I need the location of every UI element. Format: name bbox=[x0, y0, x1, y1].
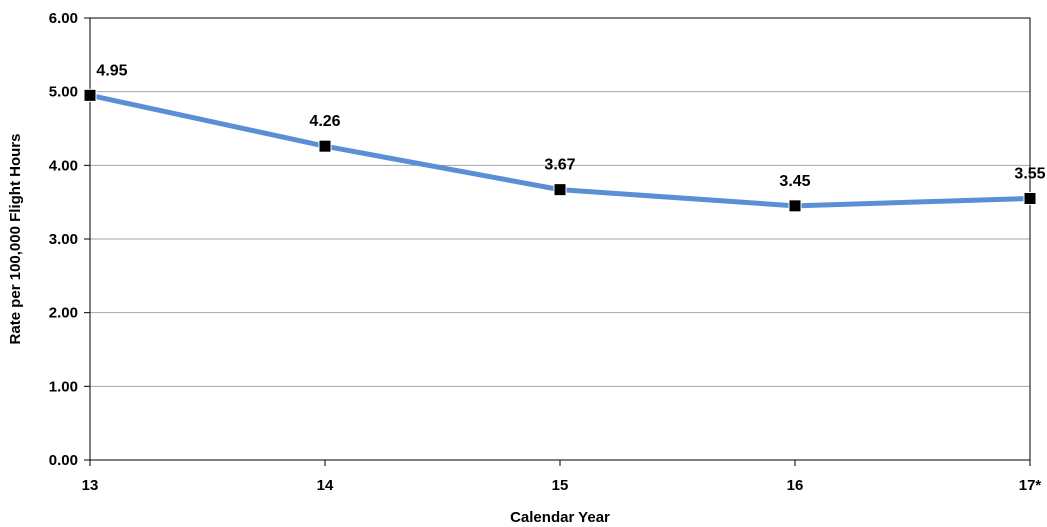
y-tick-label: 5.00 bbox=[49, 84, 78, 101]
tick-labels: 0.00 1.00 2.00 3.00 4.00 5.00 6.00 13 14 15 16 17* 4… bbox=[49, 10, 1046, 494]
y-axis-title: Rate per 100,000 Flight Hours bbox=[7, 134, 24, 345]
x-tick-label: 17* bbox=[1019, 477, 1042, 494]
data-label: 4.26 bbox=[309, 113, 340, 130]
x-axis-title: Calendar Year bbox=[510, 509, 610, 526]
axes bbox=[84, 17, 1031, 466]
data-label: 3.45 bbox=[779, 173, 810, 190]
y-tick-label: 3.00 bbox=[49, 231, 78, 248]
series-layer bbox=[83, 88, 1037, 213]
data-point bbox=[1023, 191, 1037, 205]
x-tick-label: 16 bbox=[787, 477, 804, 494]
data-label: 3.55 bbox=[1014, 165, 1045, 182]
data-label: 4.95 bbox=[96, 62, 127, 79]
data-point bbox=[788, 199, 802, 213]
gridlines bbox=[90, 91, 1030, 387]
data-point bbox=[553, 183, 567, 197]
data-point bbox=[318, 139, 332, 153]
y-tick-label: 1.00 bbox=[49, 378, 78, 395]
data-label: 3.67 bbox=[544, 157, 575, 174]
y-tick-label: 2.00 bbox=[49, 305, 78, 322]
x-tick-label: 15 bbox=[552, 477, 569, 494]
y-tick-label: 6.00 bbox=[49, 10, 78, 27]
y-tick-label: 0.00 bbox=[49, 452, 78, 469]
x-tick-label: 14 bbox=[317, 477, 334, 494]
x-tick-label: 13 bbox=[82, 477, 99, 494]
y-tick-label: 4.00 bbox=[49, 157, 78, 174]
data-point bbox=[83, 88, 97, 102]
